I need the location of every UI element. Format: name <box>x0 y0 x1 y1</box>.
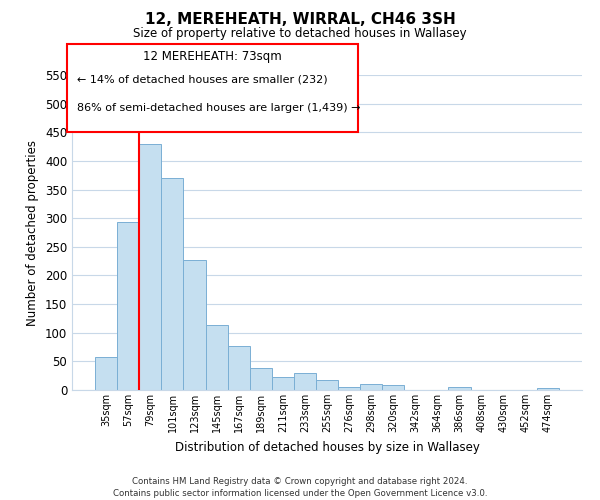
Bar <box>117 222 139 390</box>
Bar <box>250 368 272 390</box>
Bar <box>382 385 404 390</box>
FancyBboxPatch shape <box>67 44 358 132</box>
Y-axis label: Number of detached properties: Number of detached properties <box>26 140 40 326</box>
Text: 12 MEREHEATH: 73sqm: 12 MEREHEATH: 73sqm <box>143 50 281 63</box>
Bar <box>338 386 360 390</box>
Bar <box>448 387 470 390</box>
Bar <box>139 144 161 390</box>
Text: Size of property relative to detached houses in Wallasey: Size of property relative to detached ho… <box>133 28 467 40</box>
Bar <box>184 260 206 390</box>
Bar <box>227 346 250 390</box>
Bar <box>95 358 117 390</box>
Text: Contains HM Land Registry data © Crown copyright and database right 2024.
Contai: Contains HM Land Registry data © Crown c… <box>113 476 487 498</box>
Bar <box>316 380 338 390</box>
Bar <box>161 178 184 390</box>
Bar <box>294 373 316 390</box>
X-axis label: Distribution of detached houses by size in Wallasey: Distribution of detached houses by size … <box>175 440 479 454</box>
Bar <box>537 388 559 390</box>
Bar <box>272 378 294 390</box>
Bar <box>206 326 227 390</box>
Text: ← 14% of detached houses are smaller (232): ← 14% of detached houses are smaller (23… <box>77 75 328 85</box>
Bar <box>360 384 382 390</box>
Text: 12, MEREHEATH, WIRRAL, CH46 3SH: 12, MEREHEATH, WIRRAL, CH46 3SH <box>145 12 455 28</box>
Text: 86% of semi-detached houses are larger (1,439) →: 86% of semi-detached houses are larger (… <box>77 104 361 114</box>
